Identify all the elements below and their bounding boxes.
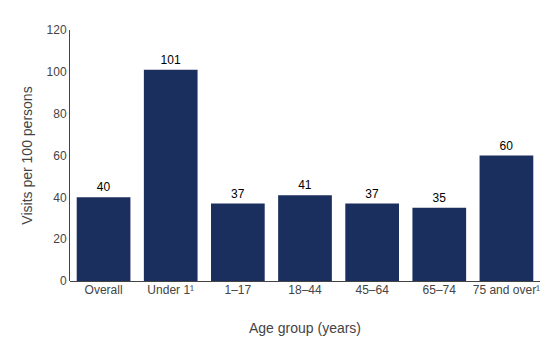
svg-text:60: 60 (500, 139, 514, 153)
svg-text:40: 40 (97, 180, 111, 194)
svg-text:35: 35 (432, 191, 446, 205)
svg-text:18–44: 18–44 (288, 283, 322, 297)
svg-text:1–17: 1–17 (225, 283, 252, 297)
svg-text:80: 80 (53, 107, 67, 121)
svg-text:Overall: Overall (85, 283, 123, 297)
svg-text:Visits per 100 persons: Visits per 100 persons (19, 86, 35, 224)
svg-text:100: 100 (47, 65, 67, 79)
svg-text:0: 0 (60, 274, 67, 288)
svg-text:40: 40 (53, 191, 67, 205)
svg-text:101: 101 (161, 53, 181, 67)
svg-text:41: 41 (298, 178, 312, 192)
svg-text:37: 37 (231, 187, 245, 201)
svg-text:120: 120 (47, 23, 67, 37)
svg-text:37: 37 (365, 187, 379, 201)
svg-text:60: 60 (53, 149, 67, 163)
svg-text:Under 1¹: Under 1¹ (147, 283, 194, 297)
svg-text:75 and over¹: 75 and over¹ (473, 283, 540, 297)
svg-text:65–74: 65–74 (423, 283, 457, 297)
svg-text:20: 20 (53, 232, 67, 246)
svg-text:45–64: 45–64 (355, 283, 389, 297)
svg-text:Age group (years): Age group (years) (249, 320, 361, 336)
